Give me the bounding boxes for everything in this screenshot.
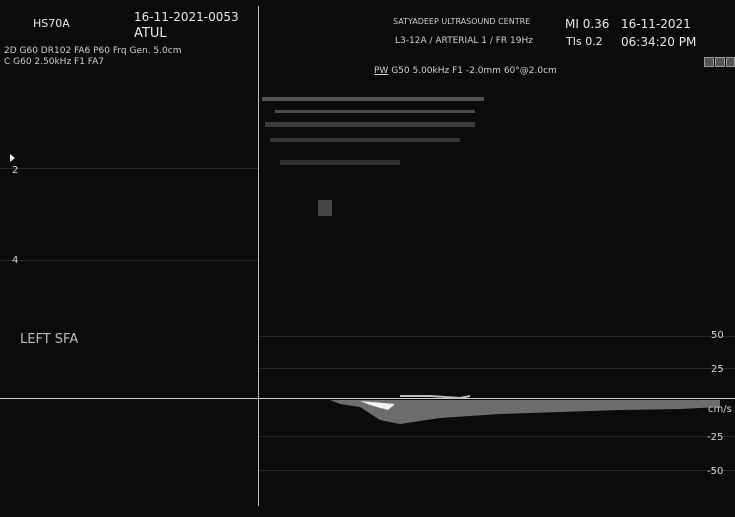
scan-time: 06:34:20 PM xyxy=(621,35,697,49)
camera-icon[interactable] xyxy=(715,57,725,67)
scan-date: 16-11-2021 xyxy=(621,17,691,31)
velocity-gridline xyxy=(258,436,735,437)
focus-marker-icon xyxy=(10,154,15,162)
velocity-tick: 25 xyxy=(711,364,724,375)
machine-model: HS70A xyxy=(33,17,70,30)
patient-name: ATUL xyxy=(134,26,167,41)
velocity-tick: 50 xyxy=(711,330,724,341)
velocity-gridline xyxy=(258,470,735,471)
velocity-unit: cm/s xyxy=(708,404,732,415)
bmode-params: 2D G60 DR102 FA6 P60 Frq Gen. 5.0cm xyxy=(4,46,182,56)
velocity-tick: -50 xyxy=(707,466,724,477)
thermal-index: TIs 0.2 xyxy=(566,35,603,48)
image-divider xyxy=(258,6,259,506)
mechanical-index: MI 0.36 xyxy=(565,17,610,31)
velocity-gridline xyxy=(258,368,735,369)
body-marker-annotation: LEFT SFA xyxy=(20,332,79,347)
pw-label: PW xyxy=(374,66,389,76)
depth-gridline xyxy=(0,260,258,261)
centre-name: SATYADEEP ULTRASOUND CENTRE xyxy=(393,17,531,26)
tissue-echo xyxy=(270,138,460,142)
tissue-echo xyxy=(275,110,475,113)
freeze-icon[interactable] xyxy=(704,57,714,67)
doppler-baseline xyxy=(0,398,735,399)
pw-values: G50 5.00kHz F1 -2.0mm 60°@2.0cm xyxy=(391,66,557,76)
depth-gridline xyxy=(0,168,258,169)
velocity-tick: -25 xyxy=(707,432,724,443)
velocity-gridline xyxy=(258,336,735,337)
color-params: C G60 2.50kHz F1 FA7 xyxy=(4,57,105,67)
tissue-echo xyxy=(262,97,484,101)
depth-label: 2 xyxy=(12,165,19,176)
tissue-echo xyxy=(280,160,400,165)
tissue-echo xyxy=(265,122,475,127)
depth-label: 4 xyxy=(12,255,19,266)
exam-id: 16-11-2021-0053 xyxy=(134,10,239,24)
tissue-echo xyxy=(318,200,332,216)
pw-params: PW G50 5.00kHz F1 -2.0mm 60°@2.0cm xyxy=(374,67,557,76)
probe-preset: L3-12A / ARTERIAL 1 / FR 19Hz xyxy=(395,36,533,46)
